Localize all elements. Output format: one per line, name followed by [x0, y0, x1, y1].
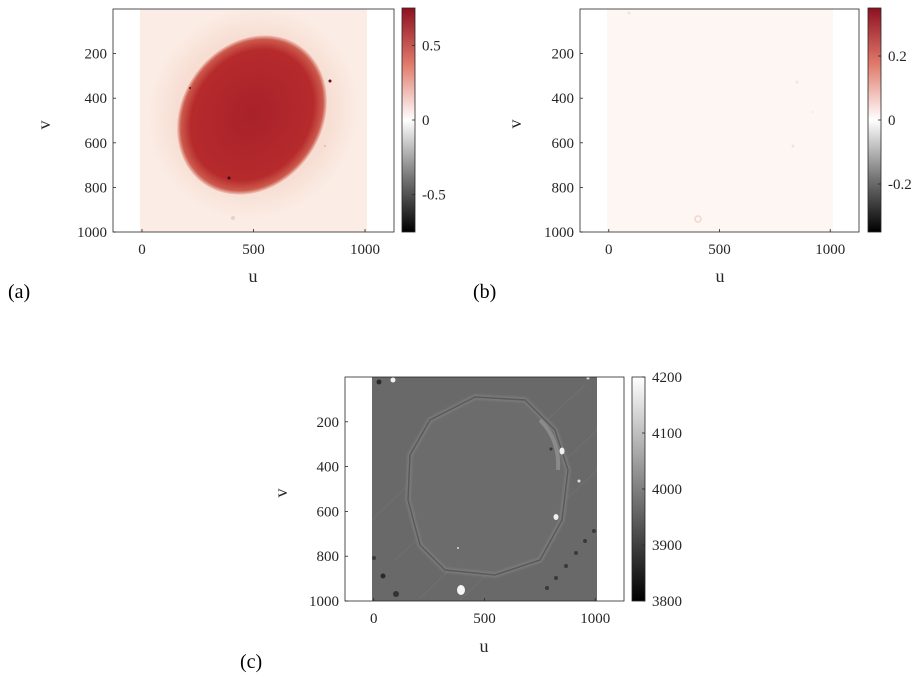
x-tick-label: 0: [370, 611, 378, 627]
panel-b-heatmap: 200 400 600 800 1000 0 500 1000 v u -0.2 0 0.2 (…: [473, 7, 912, 303]
y-tick-label: 1000: [77, 225, 107, 241]
panel-a-heatmap: 200 400 600 800 1000 0 500 1000 v u -0.5 0 0.5 (…: [8, 7, 446, 303]
panel-a-xlabel: u: [249, 266, 258, 286]
panel-c-bright-spot: [390, 377, 396, 383]
y-tick-label: 600: [552, 136, 575, 152]
x-tick-label: 1000: [815, 242, 845, 258]
panel-b-speck: [795, 80, 799, 84]
y-tick-label: 400: [85, 91, 108, 107]
colorbar-tick-label: 4100: [652, 426, 682, 442]
y-tick-label: 1000: [544, 225, 574, 241]
panel-c-dark-spot: [564, 564, 568, 568]
colorbar-tick-label: -0.5: [422, 188, 446, 204]
panel-c-xlabel: u: [480, 636, 489, 656]
panel-c-dark-spot: [380, 573, 386, 579]
y-tick-label: 600: [317, 504, 340, 520]
panel-c-dark-spot: [549, 447, 553, 451]
panel-a-ylabel: v: [34, 121, 54, 130]
x-tick-label: 500: [708, 242, 731, 258]
panel-c-bright-spot: [553, 514, 559, 520]
y-tick-label: 800: [317, 549, 340, 565]
x-tick-label: 500: [473, 611, 496, 627]
panel-a-label: (a): [8, 281, 30, 303]
y-tick-label: 800: [552, 180, 575, 196]
panel-b-image-background: [607, 9, 833, 232]
colorbar-tick-label: 0: [422, 113, 430, 129]
colorbar-tick-label: 0: [888, 113, 896, 129]
panel-b-speck: [694, 215, 702, 223]
panel-c-dark-spot: [545, 586, 549, 590]
panel-a-speck: [189, 87, 191, 89]
colorbar-tick-label: 4000: [652, 482, 682, 498]
panel-b-xlabel: u: [716, 266, 725, 286]
panel-c-ring-highlight: [538, 418, 561, 471]
panel-c-bright-spot: [457, 585, 465, 595]
panel-b-speck: [812, 111, 814, 113]
panel-c-dark-spot: [376, 379, 382, 385]
panel-b-label: (b): [473, 281, 496, 303]
panel-c-bright-spot: [586, 377, 590, 380]
panel-a-ellipse-feature: [177, 35, 327, 195]
x-tick-label: 500: [242, 242, 265, 258]
y-tick-label: 200: [552, 47, 575, 63]
y-tick-label: 200: [85, 47, 108, 63]
colorbar-tick-label: 0.2: [888, 49, 907, 65]
panel-a-speck: [328, 79, 332, 83]
panel-b-speck: [791, 144, 795, 148]
y-tick-label: 400: [552, 91, 575, 107]
y-tick-label: 600: [85, 136, 108, 152]
panel-c-ylabel: v: [271, 489, 291, 498]
x-tick-label: 1000: [580, 611, 610, 627]
x-tick-label: 1000: [350, 242, 380, 258]
x-tick-label: 0: [605, 242, 613, 258]
panel-c-dark-spot: [574, 551, 578, 555]
colorbar-tick-label: 4200: [652, 370, 682, 386]
x-tick-label: 0: [138, 242, 146, 258]
panel-c-ring-edge: [407, 396, 569, 576]
y-tick-label: 1000: [309, 594, 339, 610]
panel-c-dark-spot: [592, 529, 596, 533]
y-tick-label: 200: [317, 415, 340, 431]
panel-c-dark-spot: [393, 591, 399, 597]
panel-c-bright-spot: [577, 479, 581, 483]
panel-b-ylabel: v: [505, 120, 525, 129]
panel-a-speck: [231, 216, 235, 220]
panel-a-speck: [227, 176, 231, 180]
panel-c-heatmap: 200 400 600 800 1000 0 500 1000 v u 3800 3900 40…: [240, 370, 682, 673]
panel-c-bright-spot: [559, 447, 565, 455]
colorbar-tick-label: 3800: [652, 594, 682, 610]
colorbar-tick-label: 3900: [652, 538, 682, 554]
panel-c-label: (c): [240, 651, 262, 673]
colorbar-tick-label: 0.5: [422, 38, 441, 54]
panel-b-speck: [627, 11, 631, 15]
y-tick-label: 800: [85, 180, 108, 196]
panel-c-bright-spot: [457, 547, 459, 549]
colorbar-tick-label: -0.2: [888, 177, 912, 193]
panel-c-dark-spot: [554, 576, 558, 580]
panel-a-speck: [324, 145, 326, 147]
y-tick-label: 400: [317, 460, 340, 476]
panel-c-dark-spot: [583, 539, 587, 543]
panel-c-dark-spot: [372, 556, 376, 560]
